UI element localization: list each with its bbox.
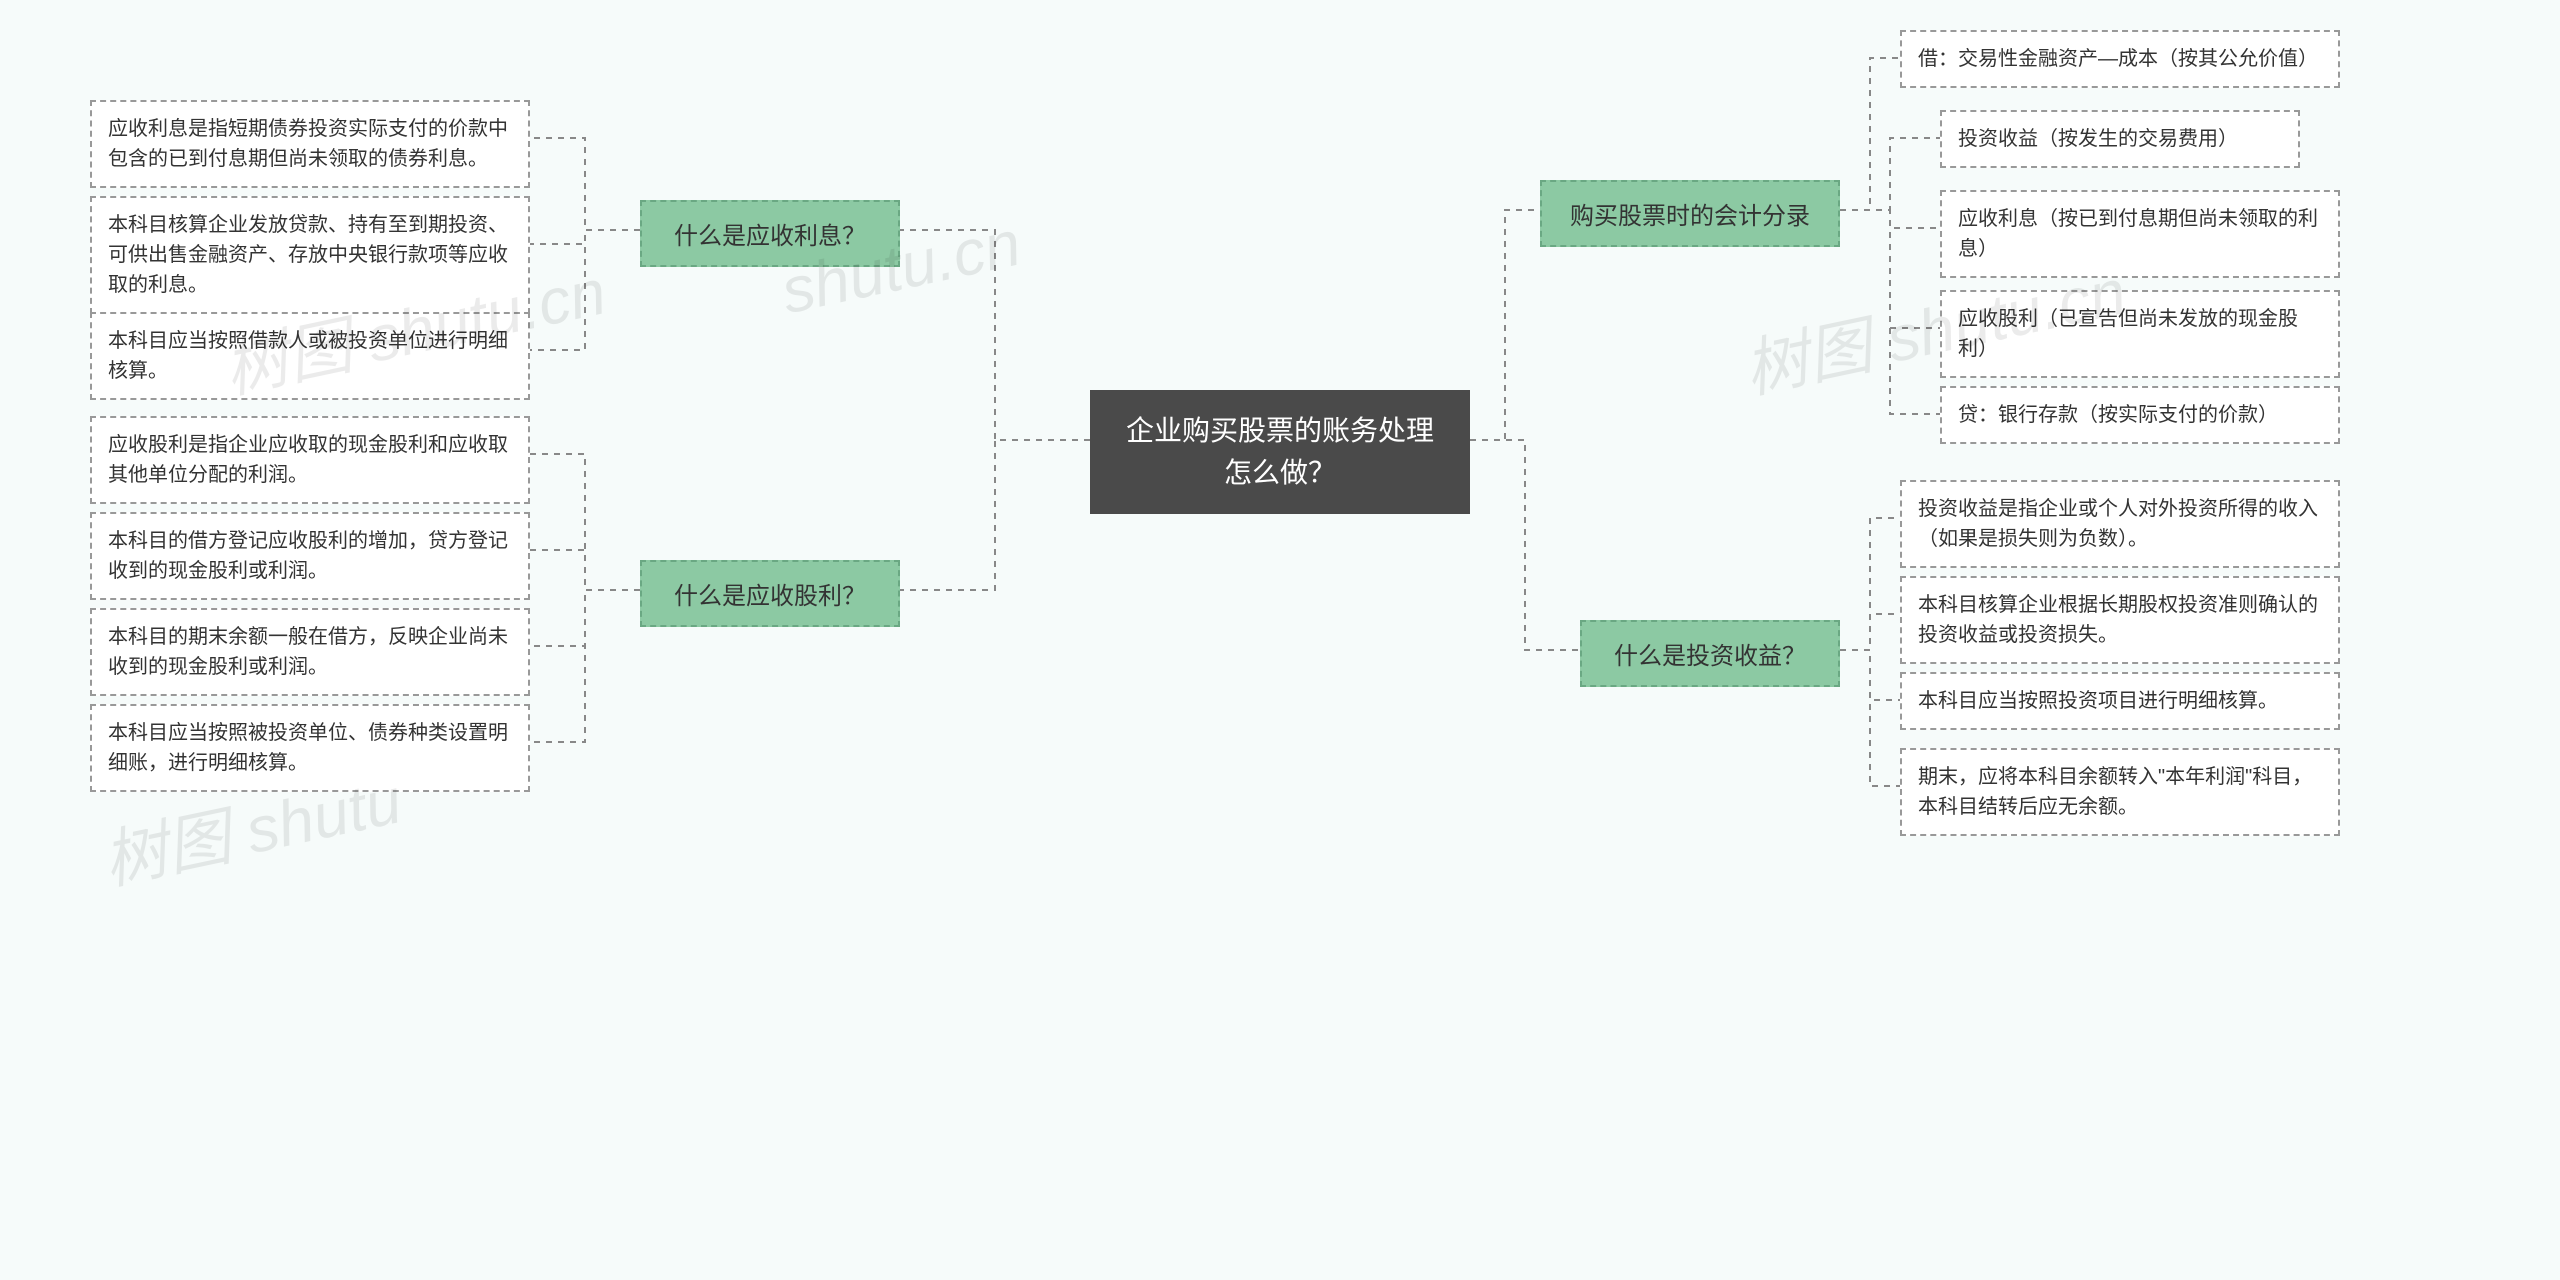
leaf-b3-3: 应收股利（已宣告但尚未发放的现金股利） — [1940, 290, 2340, 378]
leaf-b3-2: 应收利息（按已到付息期但尚未领取的利息） — [1940, 190, 2340, 278]
leaf-b3-1: 投资收益（按发生的交易费用） — [1940, 110, 2300, 168]
leaf-b1-1: 本科目核算企业发放贷款、持有至到期投资、可供出售金融资产、存放中央银行款项等应收… — [90, 196, 530, 314]
leaf-b4-1: 本科目核算企业根据长期股权投资准则确认的投资收益或投资损失。 — [1900, 576, 2340, 664]
leaf-b3-0: 借：交易性金融资产—成本（按其公允价值） — [1900, 30, 2340, 88]
leaf-b2-3: 本科目应当按照被投资单位、债券种类设置明细账，进行明细核算。 — [90, 704, 530, 792]
leaf-b2-0: 应收股利是指企业应收取的现金股利和应收取其他单位分配的利润。 — [90, 416, 530, 504]
leaf-b4-3: 期末，应将本科目余额转入"本年利润"科目，本科目结转后应无余额。 — [1900, 748, 2340, 836]
branch-b4: 什么是投资收益？ — [1580, 620, 1840, 687]
leaf-b1-0: 应收利息是指短期债券投资实际支付的价款中包含的已到付息期但尚未领取的债券利息。 — [90, 100, 530, 188]
center-node: 企业购买股票的账务处理怎么做？ — [1090, 390, 1470, 514]
leaf-b2-1: 本科目的借方登记应收股利的增加，贷方登记收到的现金股利或利润。 — [90, 512, 530, 600]
leaf-b4-0: 投资收益是指企业或个人对外投资所得的收入（如果是损失则为负数）。 — [1900, 480, 2340, 568]
branch-b2: 什么是应收股利？ — [640, 560, 900, 627]
branch-b3: 购买股票时的会计分录 — [1540, 180, 1840, 247]
leaf-b3-4: 贷：银行存款（按实际支付的价款） — [1940, 386, 2340, 444]
branch-b1: 什么是应收利息？ — [640, 200, 900, 267]
leaf-b2-2: 本科目的期末余额一般在借方，反映企业尚未收到的现金股利或利润。 — [90, 608, 530, 696]
leaf-b1-2: 本科目应当按照借款人或被投资单位进行明细核算。 — [90, 312, 530, 400]
leaf-b4-2: 本科目应当按照投资项目进行明细核算。 — [1900, 672, 2340, 730]
